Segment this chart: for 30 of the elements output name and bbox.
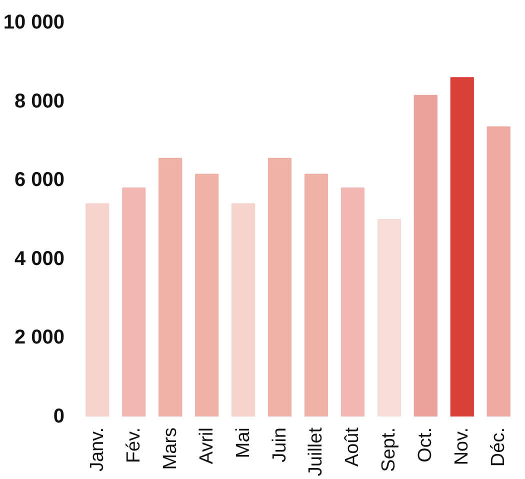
- x-tick-label: Sept.: [378, 427, 400, 472]
- x-tick-label: Nov.: [452, 427, 473, 466]
- bar: [304, 174, 328, 416]
- bar: [231, 203, 256, 416]
- x-tick-label: Fév.: [123, 427, 144, 464]
- bar: [195, 174, 219, 416]
- bar: [268, 158, 292, 416]
- x-tick-label: Oct.: [415, 427, 436, 462]
- y-tick-label: 10 000: [3, 12, 64, 34]
- bar: [377, 219, 401, 416]
- x-tick-label: Janv.: [86, 427, 108, 472]
- y-tick-label: 8 000: [14, 90, 65, 112]
- y-tick-label: 0: [53, 406, 64, 428]
- y-tick-label: 2 000: [14, 326, 65, 349]
- y-tick-label: 6 000: [14, 169, 65, 192]
- bar: [122, 187, 146, 416]
- x-tick-label: Déc.: [488, 427, 510, 467]
- bar: [86, 203, 110, 416]
- bar: [486, 126, 510, 416]
- x-tick-label: Mai: [232, 427, 254, 458]
- y-tick-label: 4 000: [14, 248, 65, 270]
- x-tick-label: Juillet: [306, 426, 327, 476]
- bar: [450, 77, 474, 416]
- bar: [414, 94, 438, 416]
- bar: [158, 158, 182, 416]
- bar: [340, 187, 365, 416]
- x-tick-label: Août: [342, 426, 364, 467]
- x-tick-label: Mars: [160, 427, 181, 470]
- x-tick-label: Juin: [269, 427, 290, 462]
- x-tick-label: Avril: [196, 427, 218, 464]
